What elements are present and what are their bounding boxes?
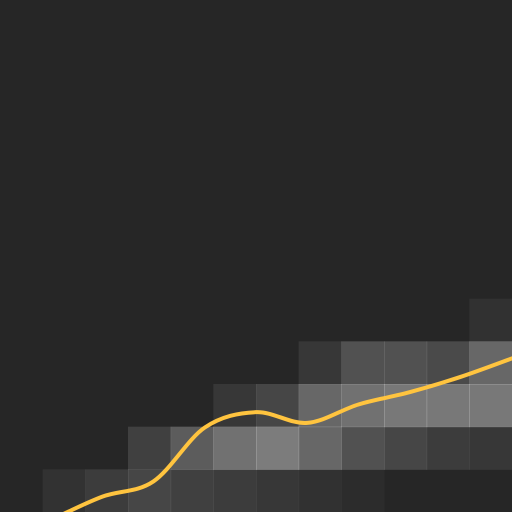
heatmap-cell xyxy=(256,469,300,512)
heatmap-cell xyxy=(256,426,300,470)
heatmap-cell xyxy=(298,426,342,470)
heatmap-cell xyxy=(170,426,214,470)
heatmap-cell xyxy=(341,426,385,470)
heatmap-cell xyxy=(426,426,470,470)
heatmap-cell xyxy=(298,341,342,385)
heatmap-cell xyxy=(213,426,257,470)
heatmap-cell xyxy=(469,384,512,428)
heatmap-cell xyxy=(384,426,428,470)
heatmap-cell xyxy=(469,298,512,342)
heatmap-cell xyxy=(384,341,428,385)
heatmap-cell xyxy=(341,469,384,512)
heatmap-cell xyxy=(128,426,172,470)
heatmap-cell xyxy=(298,469,342,512)
heatmap-cell xyxy=(469,341,512,385)
heatmap-cell xyxy=(426,384,470,428)
heatmap-cell xyxy=(170,469,214,512)
heatmap-cells xyxy=(42,298,512,512)
heatmap-cell xyxy=(469,426,512,470)
curve-line xyxy=(63,356,512,512)
heatmap-cell xyxy=(341,341,385,385)
heatmap-cell xyxy=(213,469,257,512)
heatmap-cell xyxy=(341,384,385,428)
